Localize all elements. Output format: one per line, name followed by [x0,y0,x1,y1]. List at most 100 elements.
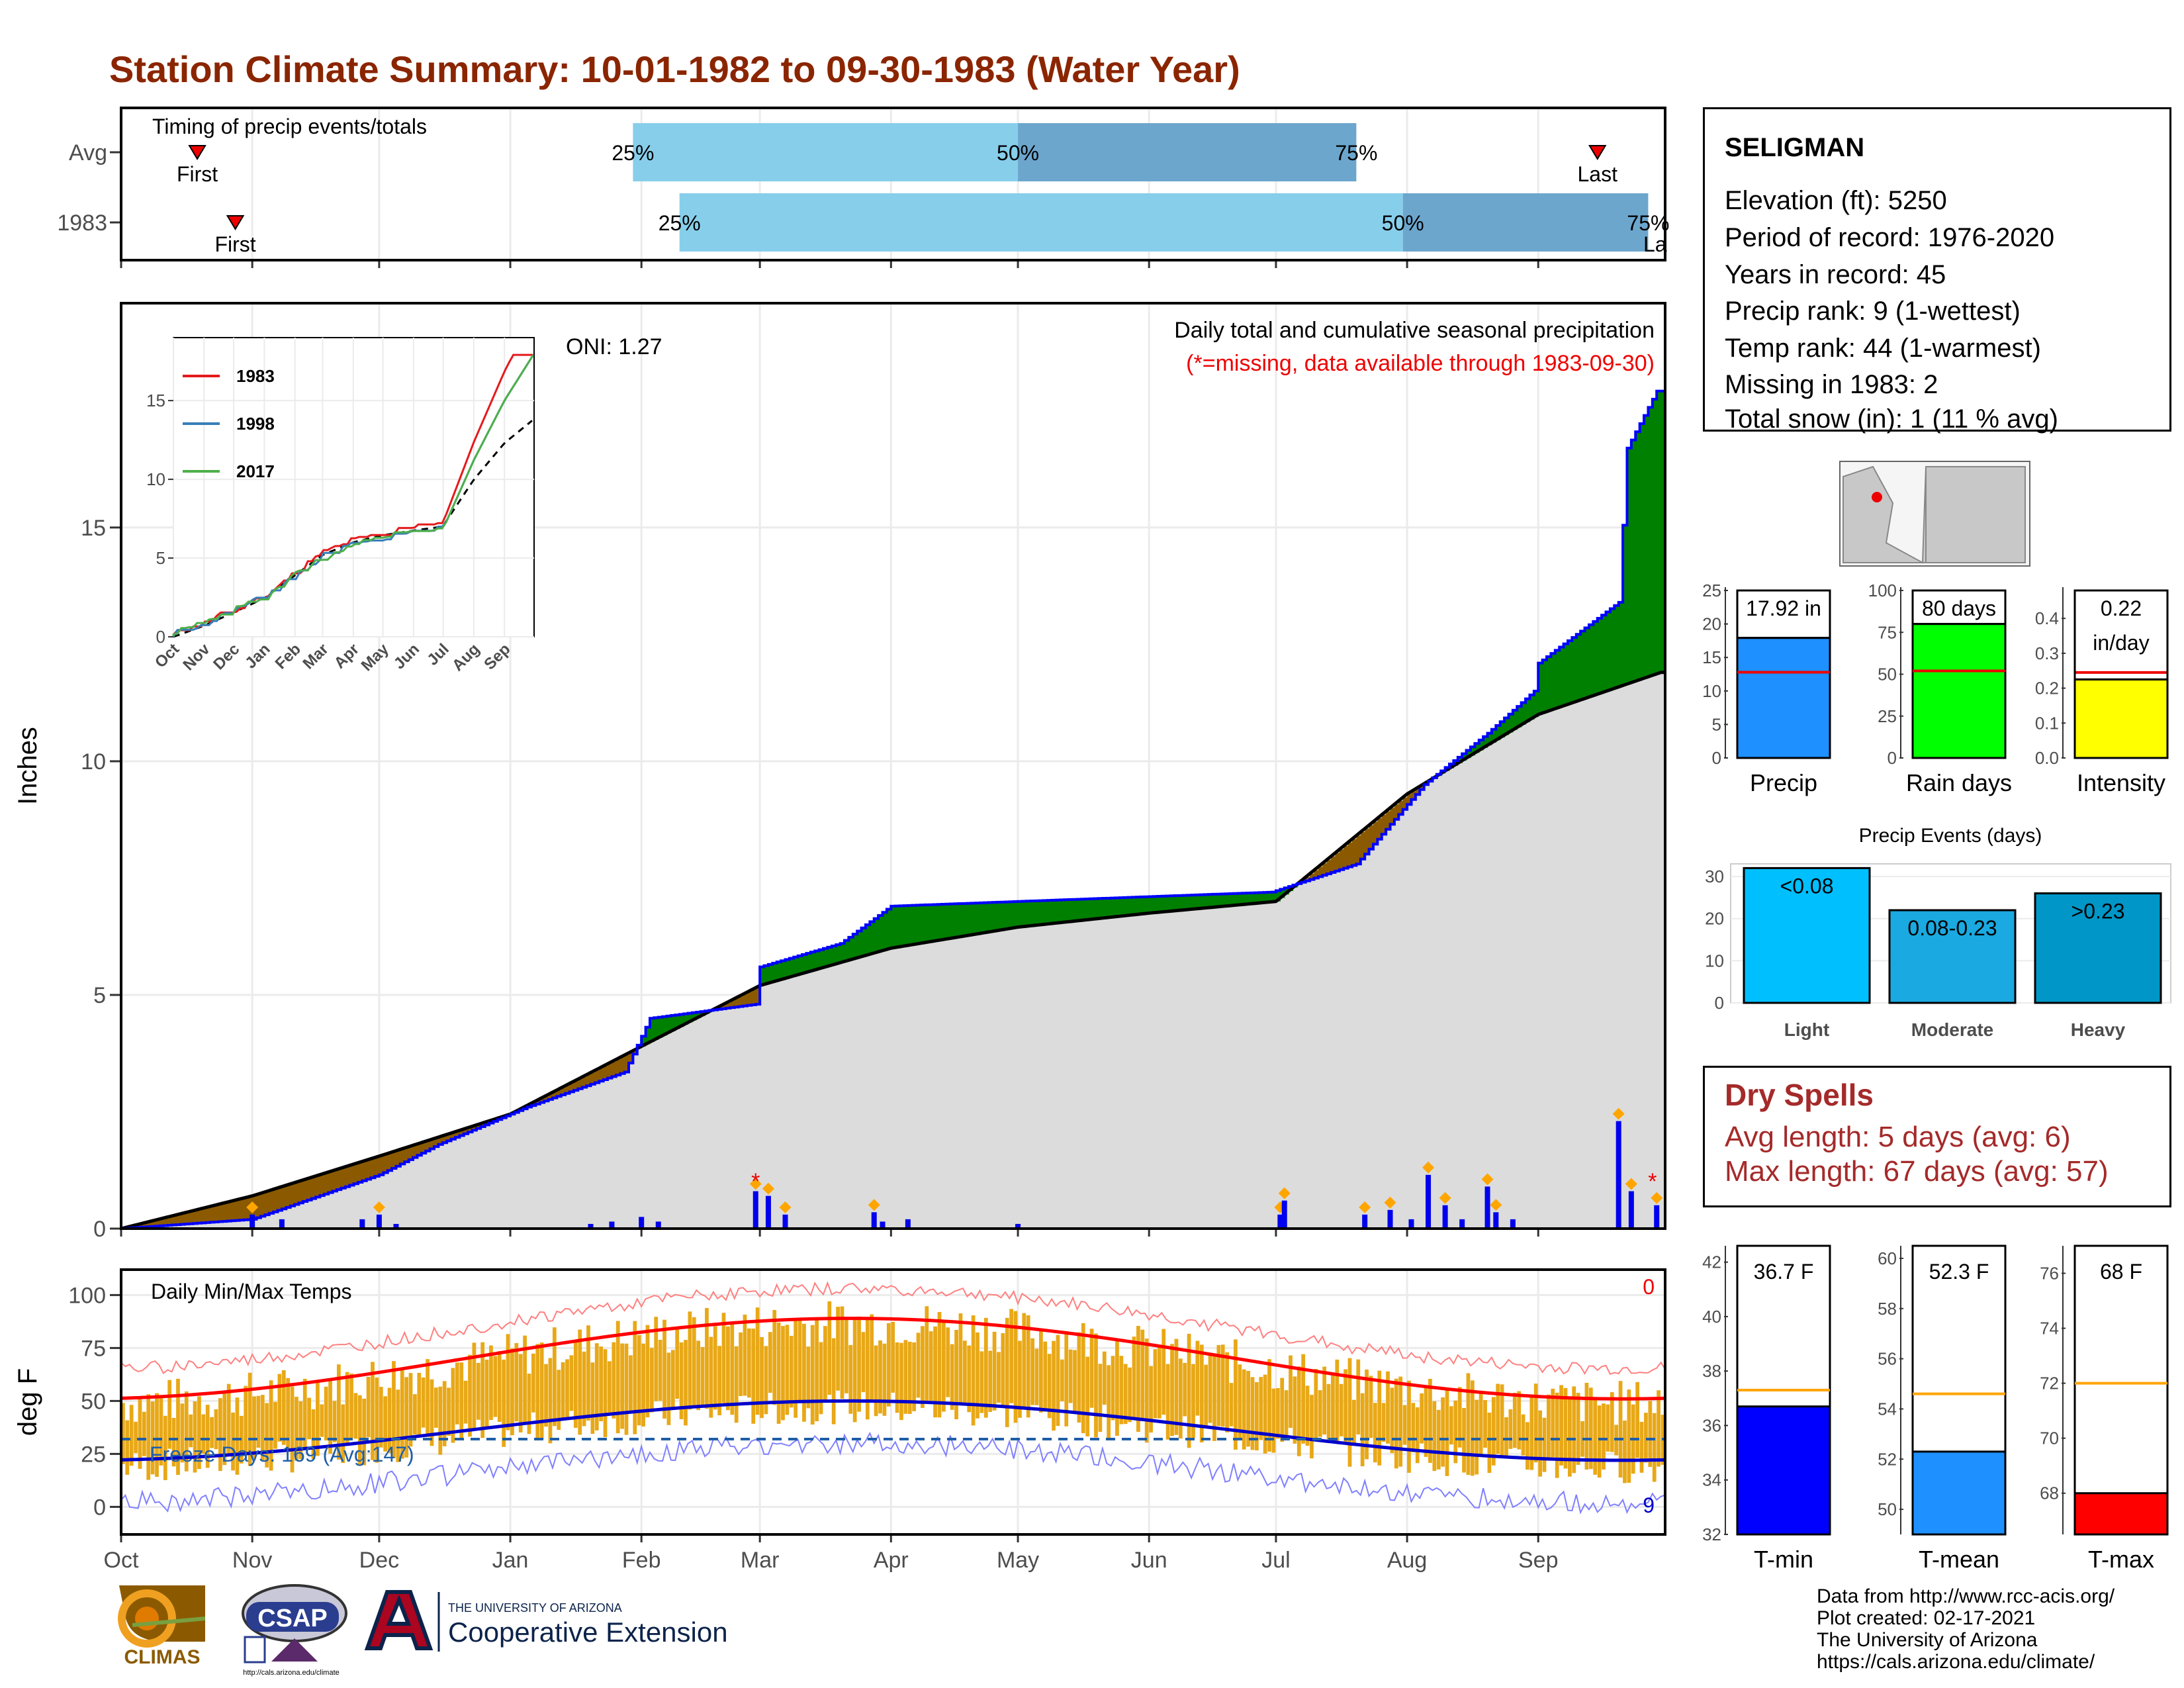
surplus-area [768,964,773,984]
daily-temp-bar [578,1329,582,1435]
deficit-area [1360,831,1365,859]
daily-temp-bar [1060,1359,1064,1401]
daily-temp-bar [1559,1385,1563,1466]
surplus-area [1144,896,1150,914]
surplus-area [645,1027,651,1045]
daily-temp-bar [320,1404,324,1437]
daily-precip-bar [765,1196,771,1229]
deficit-area [1335,853,1340,871]
surplus-area [1208,894,1213,908]
surplus-area [1517,706,1522,727]
daily-temp-bar [510,1348,514,1436]
precip-event-marker [1612,1107,1625,1120]
daily-temp-bar [1077,1332,1081,1423]
surplus-area [1225,894,1230,906]
inset-y-tick-label: 0 [156,627,165,647]
first-event-label: First [214,232,255,256]
daily-precip-bar [752,1191,758,1229]
daily-temp-bar [362,1398,367,1466]
daily-temp-bar [1234,1339,1238,1450]
deficit-area [396,1150,401,1166]
surplus-area [971,903,976,935]
daily-temp-bar [734,1346,739,1423]
deficit-area [1381,814,1387,835]
deficit-area [159,1219,164,1226]
missing-marker: * [751,1169,760,1194]
daily-temp-bar [1453,1400,1458,1464]
credit-created: Plot created: 02-17-2021 [1817,1607,2036,1629]
deficit-area [298,1181,304,1203]
surplus-area [1001,902,1006,930]
surplus-area [933,904,938,941]
daily-temp-bar [518,1354,523,1432]
surplus-area [988,902,993,933]
surplus-area [1254,892,1259,904]
deficit-area [1402,797,1408,810]
surplus-area [815,951,820,970]
daily-temp-bar [670,1350,675,1407]
daily-temp-bar [620,1343,624,1429]
mini-bar-y-tick-label: 5 [1712,714,1721,734]
temp-summary-y-tick-label: 70 [2040,1429,2059,1448]
deficit-area [476,1125,481,1129]
deficit-area [561,1088,566,1096]
daily-temp-bar [886,1323,891,1407]
daily-temp-bar [1170,1344,1174,1436]
mini-bar-y-tick-label: 0.4 [2035,608,2059,628]
surplus-area [1563,643,1569,706]
daily-temp-bar [1347,1358,1352,1467]
month-label: Aug [1387,1548,1428,1573]
deficit-area [578,1079,583,1089]
surplus-area [852,934,858,959]
daily-temp-bar [430,1379,434,1446]
daily-temp-bar [1648,1401,1653,1467]
deficit-area [417,1144,422,1156]
deficit-area [375,1157,380,1177]
deficit-area [743,994,748,1006]
daily-temp-bar [146,1394,151,1480]
daily-temp-bar [1538,1410,1542,1477]
daily-temp-bar [1246,1370,1250,1447]
surplus-area [1081,899,1086,921]
deficit-area [451,1133,456,1139]
temp-summary-y-tick-label: 32 [1702,1524,1721,1544]
surplus-area [1491,729,1496,743]
surplus-area [1153,896,1158,913]
surplus-area [658,1017,663,1038]
precip-y-tick-label: 15 [81,516,106,541]
daily-temp-bar [954,1330,958,1420]
surplus-area [925,904,930,943]
daily-temp-bar [827,1301,832,1395]
daily-temp-bar [341,1404,345,1464]
daily-temp-bar [1301,1354,1306,1444]
surplus-area [1504,718,1510,735]
deficit-area [599,1068,604,1082]
temp-y-tick-label: 0 [93,1495,106,1520]
daily-temp-bar [1339,1383,1343,1436]
daily-temp-bar [831,1338,836,1425]
deficit-area [311,1177,316,1199]
daily-temp-bar [214,1409,218,1450]
deficit-area [633,1051,638,1055]
daily-temp-bar [1064,1331,1069,1427]
daily-temp-bar [726,1326,730,1411]
deficit-area [163,1218,168,1226]
surplus-area [1462,753,1467,761]
daily-temp-bar [645,1325,650,1418]
daily-temp-bar [201,1414,206,1454]
daily-temp-bar [506,1334,510,1430]
deficit-area [371,1158,376,1178]
daily-temp-bar [937,1311,942,1418]
daily-temp-bar [717,1346,721,1416]
daily-temp-bar [1563,1387,1568,1469]
daily-temp-bar [1132,1336,1136,1419]
daily-temp-bar [1441,1397,1445,1467]
surplus-area [781,961,786,980]
deficit-area [392,1152,397,1168]
temp-title: Daily Min/Max Temps [151,1280,351,1303]
daily-temp-bar [1018,1340,1022,1418]
credit-url[interactable]: https://cals.arizona.edu/climate/ [1817,1651,2095,1673]
state-map-shape [1843,465,2026,564]
deficit-area [167,1217,173,1225]
deficit-area [430,1139,435,1149]
